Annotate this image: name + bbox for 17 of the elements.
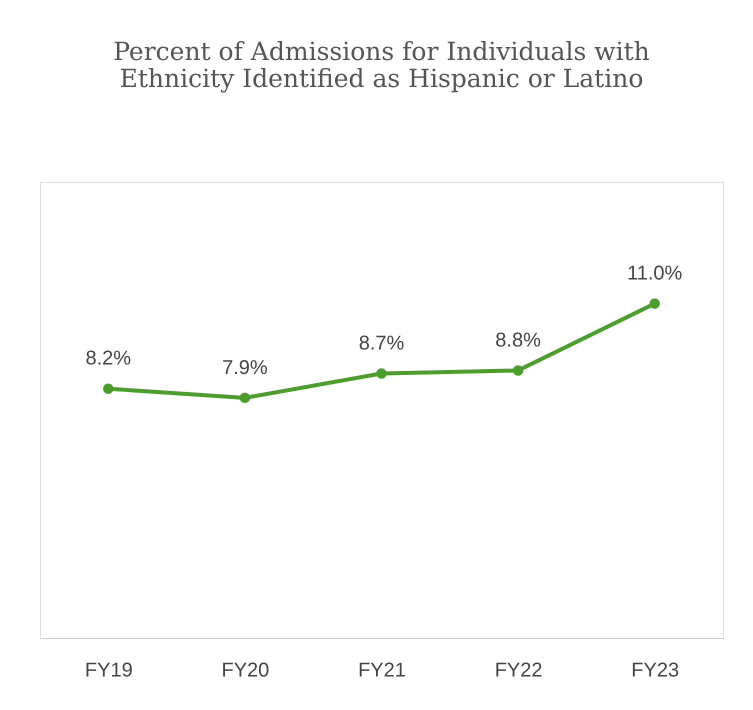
point <box>376 368 387 379</box>
text: Ethnicity Identified as Hispanic or Latino <box>120 64 644 93</box>
point <box>240 392 250 404</box>
x-tick-label: FY22 <box>494 660 543 682</box>
text: Percent of Admissions for Individuals with <box>113 37 650 66</box>
x-tick-label: FY19 <box>84 660 133 682</box>
data-label: 11.0% <box>627 262 683 285</box>
data-label: 8.2% <box>86 348 132 370</box>
point <box>512 365 524 376</box>
x-tick-label: FY21 <box>358 660 406 682</box>
data-label: 7.9% <box>222 356 268 379</box>
x-tick-label: FY20 <box>221 660 270 682</box>
data-label: 8.7% <box>358 332 405 355</box>
x-tick-label: FY23 <box>631 660 680 682</box>
point <box>649 298 660 309</box>
data-label: 8.8% <box>495 329 542 352</box>
point <box>103 383 114 394</box>
